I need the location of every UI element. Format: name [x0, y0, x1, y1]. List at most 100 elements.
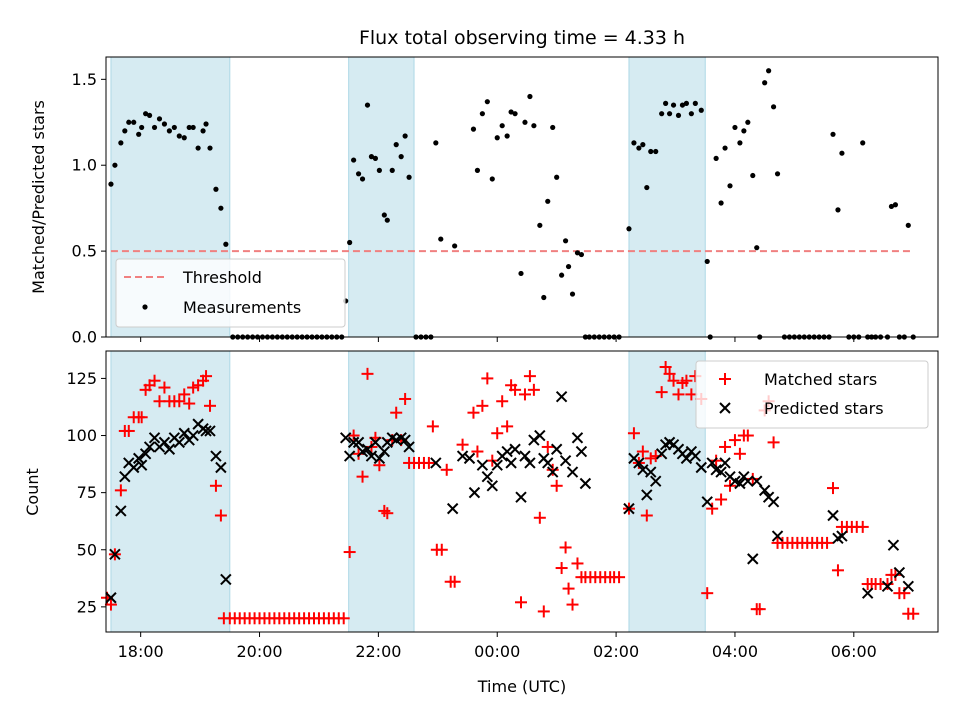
matched-star-point — [827, 482, 840, 495]
predicted-star-point-b — [641, 489, 653, 501]
matched-star-point — [672, 388, 685, 401]
predicted-star-point-b — [827, 509, 839, 522]
measurement-point — [860, 140, 866, 146]
predicted-star-point-b — [509, 443, 521, 455]
measurement-point — [156, 116, 163, 122]
measurement-point — [631, 140, 637, 146]
bottom-x-axis-ticks: 18:00 20:00 22:00 00:00 02:00 04:00 06:00 — [118, 632, 877, 661]
matched-star-point — [767, 436, 780, 449]
predicted-star-point-b — [143, 441, 156, 453]
matched-star-point — [856, 520, 869, 533]
predicted-star-point-b — [468, 486, 481, 499]
predicted-star-point — [706, 457, 718, 469]
predicted-star-point-b — [481, 470, 494, 483]
predicted-star-point-b — [386, 432, 398, 444]
predicted-star-point-b — [505, 457, 517, 469]
matched-star-point — [381, 507, 394, 520]
predicted-star-point-b — [128, 461, 140, 474]
matched-star-point — [501, 420, 514, 433]
bottom-y-axis-label: Count — [23, 468, 42, 516]
predicted-star-point — [546, 466, 559, 478]
predicted-star-point-b — [135, 459, 148, 471]
predicted-star-point — [575, 445, 588, 458]
matched-star-point — [659, 360, 672, 373]
predicted-star-point — [178, 427, 190, 439]
legend-measurements-swatch — [142, 304, 148, 310]
legend-matched-label: Matched stars — [764, 370, 877, 389]
predicted-star-point — [132, 452, 145, 465]
predicted-star-point-b — [902, 580, 914, 593]
measurement-point — [679, 102, 686, 108]
predicted-star-point — [119, 470, 131, 483]
measurement-point — [195, 145, 201, 151]
measurement-point — [527, 93, 533, 100]
matched-star-point — [378, 504, 391, 517]
matched-star-point — [907, 607, 920, 620]
measurement-point — [474, 167, 481, 173]
predicted-star-point — [215, 461, 227, 474]
predicted-star-point — [369, 436, 382, 449]
predicted-star-point — [109, 548, 121, 561]
predicted-star-point — [893, 566, 906, 579]
matched-star-point — [135, 411, 148, 424]
measurement-point — [537, 222, 543, 228]
measurement-point — [578, 251, 585, 258]
matched-star-point — [571, 557, 584, 570]
predicted-star-point — [135, 459, 148, 471]
measurement-point — [704, 258, 710, 265]
predicted-star-point-b — [105, 592, 117, 604]
measurement-point — [835, 207, 841, 213]
measurement-point — [518, 270, 524, 277]
predicted-star-point — [456, 450, 469, 462]
predicted-star-point — [719, 457, 731, 469]
matched-star-point — [523, 370, 536, 383]
predicted-star-point-b — [446, 502, 459, 515]
predicted-star-point — [633, 457, 645, 469]
shaded-interval — [628, 350, 706, 633]
measurement-point — [766, 68, 772, 74]
predicted-star-point — [771, 530, 784, 542]
measurement-point — [203, 121, 209, 127]
predicted-star-point-b — [566, 466, 579, 478]
legend-measurements-label: Measurements — [183, 298, 301, 317]
measurement-point — [636, 145, 642, 151]
bottom-plot-marks — [100, 360, 920, 625]
measurement-point — [136, 131, 142, 137]
predicted-star-point-b — [534, 429, 546, 442]
y-tick-label: 1.0 — [72, 156, 97, 175]
measurement-point — [713, 155, 719, 161]
predicted-star-point — [378, 445, 391, 458]
predicted-star-point — [105, 592, 117, 604]
predicted-star-point — [559, 454, 572, 467]
matched-star-point — [476, 399, 489, 412]
predicted-star-point — [143, 441, 156, 453]
predicted-star-point-b — [575, 445, 588, 458]
measurement-point — [508, 109, 514, 115]
predicted-star-point — [343, 450, 356, 462]
predicted-star-point-b — [339, 432, 352, 444]
predicted-star-point-b — [887, 539, 900, 551]
predicted-star-point-b — [524, 457, 536, 469]
measurement-point — [438, 236, 444, 242]
measurement-point — [213, 186, 219, 192]
predicted-star-point-b — [893, 566, 906, 579]
measurement-point — [830, 131, 836, 137]
predicted-star-point — [403, 441, 415, 453]
predicted-star-point-b — [637, 464, 649, 476]
predicted-star-point — [481, 470, 494, 483]
measurement-point — [372, 155, 379, 161]
measurement-point — [750, 172, 756, 179]
measurement-point — [541, 294, 547, 301]
matched-star-point — [706, 502, 719, 515]
shaded-interval — [348, 350, 415, 633]
measurement-point — [722, 145, 728, 151]
predicted-star-point — [501, 445, 513, 458]
measurement-point — [381, 212, 387, 218]
measurement-point — [504, 133, 510, 139]
measurement-point — [653, 148, 659, 155]
measurement-point — [223, 241, 229, 247]
y-tick-label: 75 — [77, 483, 97, 502]
shaded-interval — [628, 56, 706, 338]
predicted-star-point — [566, 466, 579, 478]
predicted-star-point-b — [173, 436, 186, 449]
